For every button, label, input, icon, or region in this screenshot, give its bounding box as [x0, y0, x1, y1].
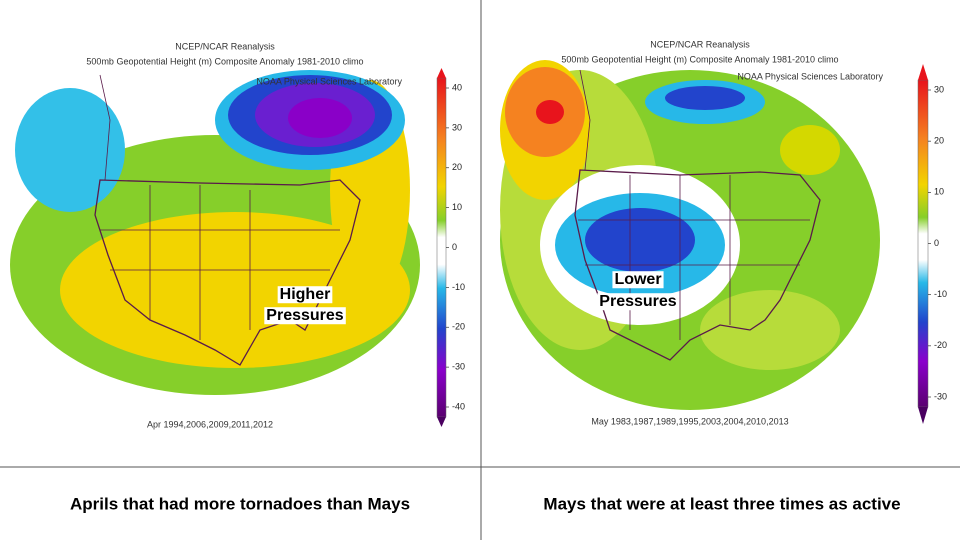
annotation-bg — [277, 286, 333, 304]
colorbar-label: -10 — [452, 282, 465, 292]
map-dates: Apr 1994,2006,2009,2011,2012 — [147, 419, 273, 429]
caption: Aprils that had more tornadoes than Mays — [70, 494, 410, 513]
colorbar-label: 20 — [934, 136, 944, 146]
colorbar-label: 10 — [452, 202, 462, 212]
colorbar-end — [918, 64, 928, 80]
colorbar-end — [437, 68, 446, 78]
colorbar-label: 30 — [934, 84, 944, 94]
colorbar-label: 10 — [934, 187, 944, 197]
colorbar — [436, 77, 447, 418]
map-title: 500mb Geopotential Height (m) Composite … — [86, 56, 363, 66]
map-title: NCEP/NCAR Reanalysis — [175, 41, 275, 51]
annotation: Pressures — [266, 307, 343, 324]
map-shape — [665, 86, 745, 110]
colorbar-end — [437, 417, 446, 427]
map-shape — [780, 125, 840, 175]
colorbar-label: 20 — [452, 162, 462, 172]
map-title: NCEP/NCAR Reanalysis — [650, 39, 750, 49]
caption: Mays that were at least three times as a… — [543, 494, 900, 513]
colorbar — [917, 79, 929, 408]
colorbar-label: -30 — [934, 391, 947, 401]
colorbar-label: -10 — [934, 289, 947, 299]
map-shape — [700, 290, 840, 370]
colorbar-label: 0 — [934, 238, 939, 248]
map-shape — [60, 212, 410, 368]
annotation-bg — [264, 307, 346, 325]
map-shape — [99, 74, 340, 340]
map-credit: NOAA Physical Sciences Laboratory — [737, 71, 883, 81]
colorbar-label: -20 — [934, 340, 947, 350]
right-map — [500, 60, 880, 410]
annotation: Higher — [280, 286, 331, 303]
map-title: 500mb Geopotential Height (m) Composite … — [561, 54, 838, 64]
colorbar-label: -40 — [452, 401, 465, 411]
annotation: Lower — [614, 271, 661, 288]
colorbar-label: -30 — [452, 362, 465, 372]
map-shape — [585, 208, 695, 272]
map-shape — [536, 100, 564, 124]
map-shape — [578, 69, 810, 340]
colorbar-label: 40 — [452, 82, 462, 92]
colorbar-label: 30 — [452, 122, 462, 132]
map-dates: May 1983,1987,1989,1995,2003,2004,2010,2… — [591, 416, 788, 426]
annotation: Pressures — [599, 293, 676, 310]
colorbar-label: -20 — [452, 322, 465, 332]
map-shape — [288, 98, 352, 138]
colorbar-end — [918, 407, 928, 424]
colorbar-label: 0 — [452, 242, 457, 252]
map-credit: NOAA Physical Sciences Laboratory — [256, 76, 402, 86]
left-map — [10, 70, 420, 395]
annotation-bg — [597, 293, 679, 311]
annotation-bg — [612, 271, 664, 289]
map-shape — [15, 88, 125, 212]
